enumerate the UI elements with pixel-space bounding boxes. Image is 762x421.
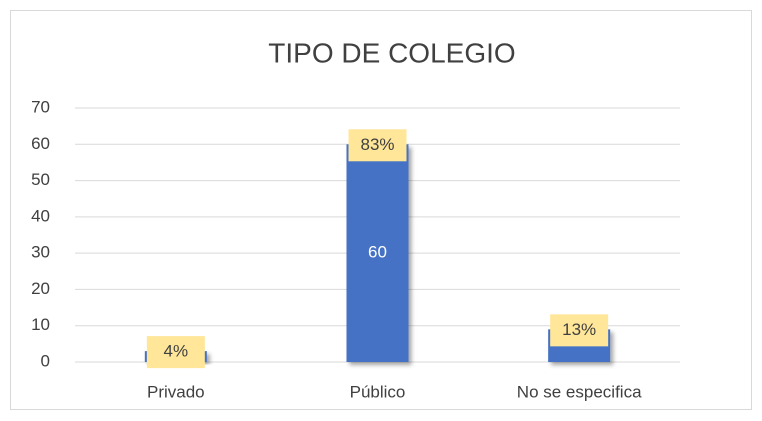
y-tick-label: 70 [31,97,50,116]
share-label: 13% [562,320,596,339]
y-tick-label: 60 [31,134,50,153]
y-tick-label: 10 [31,315,50,334]
share-label-box [146,336,205,369]
y-tick-label: 40 [31,206,50,225]
y-tick-label: 20 [31,279,50,298]
x-tick-label: Público [350,382,406,401]
chart-title: TIPO DE COLEGIO [268,37,515,68]
y-tick-label: 0 [41,351,50,370]
share-label-box [348,129,407,162]
share-label: 4% [164,342,189,361]
x-tick-label: No se especifica [517,382,642,401]
x-tick-label: Privado [147,382,205,401]
bar [346,144,409,362]
share-label-box [550,314,609,347]
value-label: 60 [368,243,387,262]
share-label: 83% [360,135,394,154]
y-tick-label: 50 [31,170,50,189]
y-tick-label: 30 [31,243,50,262]
